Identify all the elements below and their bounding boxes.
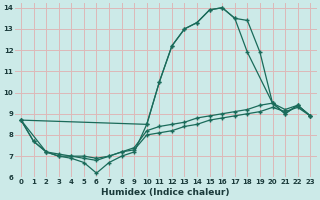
X-axis label: Humidex (Indice chaleur): Humidex (Indice chaleur)	[101, 188, 230, 197]
